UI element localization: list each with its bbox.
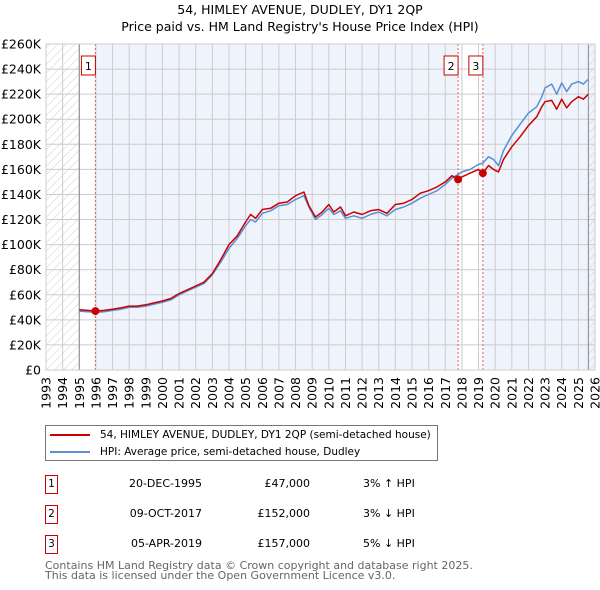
y-tick-label: £20K <box>9 337 42 352</box>
x-tick-label: 2011 <box>338 377 353 409</box>
legend-label-price: 54, HIMLEY AVENUE, DUDLEY, DY1 2QP (semi… <box>100 429 431 441</box>
sale-label-box <box>80 55 96 76</box>
sale-price: £157,000 <box>257 537 311 550</box>
x-tick-label: 2017 <box>438 377 453 409</box>
y-tick-label: £160K <box>1 162 42 177</box>
sale-label-box <box>443 55 459 76</box>
y-tick-label: £180K <box>1 137 42 152</box>
x-tick-label: 2002 <box>188 377 203 409</box>
sale-label: 3 <box>472 60 479 73</box>
y-tick-label: £60K <box>9 287 42 302</box>
y-tick-label: £40K <box>9 312 42 327</box>
plot-border <box>45 43 596 371</box>
x-tick-label: 2008 <box>288 377 303 409</box>
footer-licence: This data is licensed under the Open Gov… <box>45 569 396 582</box>
sale-label-box <box>468 55 484 76</box>
y-tick-label: £0 <box>25 363 41 378</box>
x-tick-label: 2010 <box>321 377 336 409</box>
legend-swatch-price <box>50 434 90 436</box>
sale-marker-badge: 1 <box>45 475 58 494</box>
sale-row: 2 09-OCT-2017 £152,000 3% ↓ HPI <box>45 505 465 525</box>
x-tick-label: 1995 <box>72 377 87 409</box>
x-tick-label: 2021 <box>504 377 519 409</box>
x-tick-label: 1993 <box>39 377 54 409</box>
sale-hpi-diff: 3% ↑ HPI <box>363 477 415 490</box>
x-tick-label: 1998 <box>122 377 137 409</box>
x-tick-label: 2018 <box>454 377 469 409</box>
sale-date: 20-DEC-1995 <box>128 477 202 490</box>
sale-row: 3 05-APR-2019 £157,000 5% ↓ HPI <box>45 535 465 555</box>
x-tick-label: 2001 <box>172 377 187 409</box>
x-tick-label: 2013 <box>371 377 386 409</box>
chart-area: 1 2 3 £0 £20K £40K £60K £80K £100K £120K £140K £160… <box>1 37 600 409</box>
y-tick-label: £240K <box>1 62 42 77</box>
price-paid-line <box>79 93 589 312</box>
y-tick-label: £120K <box>1 212 42 227</box>
legend-swatch-hpi <box>50 451 90 453</box>
footer-copyright: Contains HM Land Registry data © Crown c… <box>45 559 473 572</box>
sale-date: 05-APR-2019 <box>130 537 202 550</box>
x-tick-label: 2012 <box>355 377 370 409</box>
sale-label: 2 <box>448 60 455 73</box>
sale-hpi-diff: 5% ↓ HPI <box>363 537 415 550</box>
y-tick-label: £220K <box>1 87 42 102</box>
x-tick-label: 2022 <box>521 377 536 409</box>
sale-hpi-diff: 3% ↓ HPI <box>363 507 415 520</box>
x-tick-label: 2009 <box>305 377 320 409</box>
legend: 54, HIMLEY AVENUE, DUDLEY, DY1 2QP (semi… <box>45 425 438 461</box>
x-tick-label: 2024 <box>554 377 569 409</box>
sale-point <box>478 169 487 178</box>
x-tick-label: 2007 <box>271 377 286 409</box>
x-tick-label: 2020 <box>488 377 503 409</box>
chart-title: 54, HIMLEY AVENUE, DUDLEY, DY1 2QP <box>177 2 423 17</box>
y-tick-label: £260K <box>1 37 42 52</box>
legend-label-hpi: HPI: Average price, semi-detached house,… <box>100 446 361 458</box>
x-tick-label: 2026 <box>588 377 600 409</box>
sale-date: 09-OCT-2017 <box>129 507 202 520</box>
x-tick-label: 2014 <box>388 377 403 409</box>
legend-item-price: 54, HIMLEY AVENUE, DUDLEY, DY1 2QP (semi… <box>50 427 431 443</box>
sale-marker-badge: 2 <box>45 505 58 524</box>
x-tick-label: 2023 <box>538 377 553 409</box>
x-tick-label: 2003 <box>205 377 220 409</box>
sale-row: 1 20-DEC-1995 £47,000 3% ↑ HPI <box>45 475 465 495</box>
chart-subtitle: Price paid vs. HM Land Registry's House … <box>121 19 479 34</box>
sale-price: £47,000 <box>264 477 311 490</box>
sale-label: 1 <box>85 60 92 73</box>
x-tick-label: 2019 <box>471 377 486 409</box>
y-tick-label: £80K <box>9 262 42 277</box>
sale-point <box>454 175 463 184</box>
x-tick-label: 2006 <box>255 377 270 409</box>
hpi-line <box>79 78 589 314</box>
y-tick-label: £100K <box>1 237 42 252</box>
x-tick-label: 1996 <box>88 377 103 409</box>
x-tick-label: 2005 <box>238 377 253 409</box>
x-tick-label: 1994 <box>55 377 70 409</box>
x-tick-label: 2000 <box>155 377 170 409</box>
x-tick-label: 1999 <box>138 377 153 409</box>
x-tick-label: 2025 <box>571 377 586 409</box>
y-tick-label: £200K <box>1 112 42 127</box>
x-tick-label: 2015 <box>405 377 420 409</box>
sale-price: £152,000 <box>257 507 311 520</box>
y-tick-label: £140K <box>1 187 42 202</box>
sale-marker-badge: 3 <box>45 535 58 554</box>
legend-item-hpi: HPI: Average price, semi-detached house,… <box>50 444 360 460</box>
x-tick-label: 1997 <box>105 377 120 409</box>
sale-point <box>91 307 100 316</box>
x-tick-label: 2016 <box>421 377 436 409</box>
x-tick-label: 2004 <box>222 377 237 409</box>
hatched-no-data-region <box>588 44 595 370</box>
